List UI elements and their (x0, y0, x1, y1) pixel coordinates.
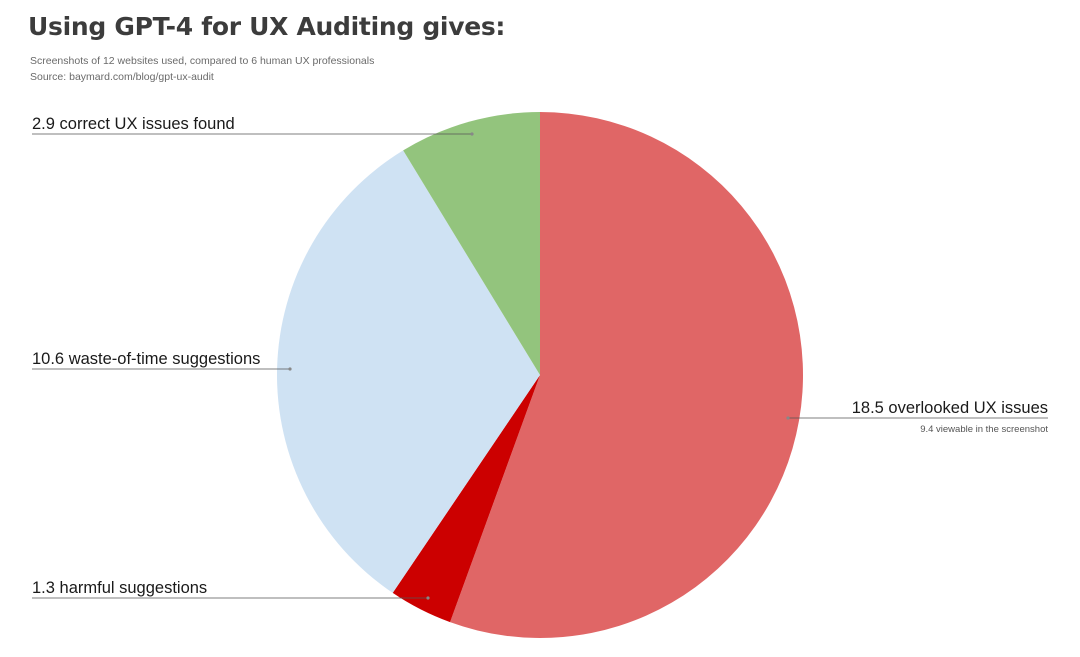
chart-source: Source: baymard.com/blog/gpt-ux-audit (30, 71, 214, 83)
slice-note: 9.4 viewable in the screenshot (920, 424, 1048, 435)
pie-slice (392, 375, 540, 623)
pie-slice (277, 150, 540, 593)
slice-label: 2.9 correct UX issues found (32, 115, 235, 133)
leader-dot (426, 596, 430, 600)
pie-slices (277, 112, 803, 638)
pie-slice (450, 112, 803, 638)
slice-label: 10.6 waste-of-time suggestions (32, 350, 260, 368)
leader-dot (470, 132, 474, 136)
leader-dot (786, 416, 790, 420)
chart-subtitle: Screenshots of 12 websites used, compare… (30, 55, 375, 67)
pie-labels: 18.5 overlooked UX issues 9.4 viewable in… (32, 115, 1048, 600)
pie-slice (403, 112, 540, 375)
slice-label: 18.5 overlooked UX issues (852, 399, 1048, 417)
slice-label: 1.3 harmful suggestions (32, 579, 207, 597)
leader-dot (288, 367, 292, 371)
chart-title: Using GPT-4 for UX Auditing gives: (28, 12, 506, 41)
